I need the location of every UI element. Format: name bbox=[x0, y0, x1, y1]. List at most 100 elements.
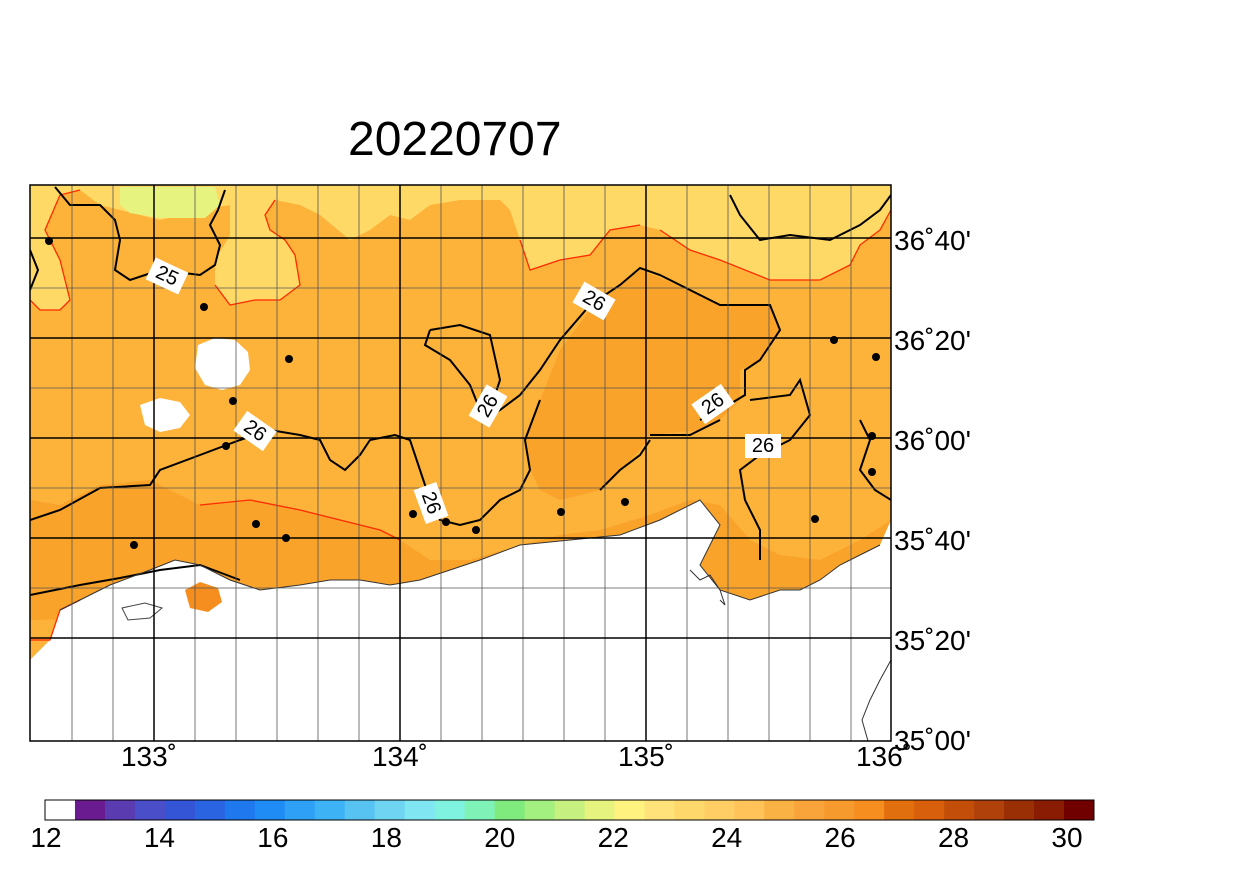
colorbar-swatch bbox=[794, 800, 825, 820]
station-marker bbox=[200, 303, 208, 311]
station-marker bbox=[45, 237, 53, 245]
coastline-peninsula bbox=[861, 659, 892, 742]
colorbar-tick-label: 30 bbox=[1051, 822, 1082, 853]
colorbar-tick-label: 22 bbox=[598, 822, 629, 853]
black-contour-6 bbox=[30, 399, 541, 527]
colorbar-tick-label: 28 bbox=[938, 822, 969, 853]
colorbar-swatch bbox=[524, 800, 556, 820]
colorbar-swatch bbox=[164, 800, 196, 820]
colorbar-swatch bbox=[45, 800, 76, 820]
colorbar-swatch bbox=[614, 800, 645, 820]
coastline-inlet bbox=[689, 569, 726, 606]
grid-major bbox=[30, 185, 891, 741]
coastline-main bbox=[59, 499, 881, 611]
black-contour-1 bbox=[54, 186, 226, 282]
station-marker bbox=[872, 353, 880, 361]
station-marker bbox=[229, 397, 237, 405]
station-marker bbox=[222, 442, 230, 450]
black-contour-8 bbox=[599, 439, 651, 491]
lat-label: 36˚20' bbox=[894, 325, 971, 356]
colorbar-swatch bbox=[974, 800, 1005, 820]
field-24-patch bbox=[120, 187, 220, 218]
colorbar-swatch bbox=[944, 800, 975, 820]
map-title: 20220707 bbox=[348, 113, 562, 166]
lat-label: 35˚00' bbox=[894, 725, 971, 756]
colorbar-swatch bbox=[464, 800, 496, 820]
colorbar-swatch bbox=[644, 800, 675, 820]
colorbar-swatch bbox=[134, 800, 166, 820]
colorbar-swatch bbox=[374, 800, 406, 820]
colorbar-swatch bbox=[764, 800, 795, 820]
latitude-labels: 36˚40' 36˚20' 36˚00' 35˚40' 35˚20' 35˚00… bbox=[894, 225, 971, 756]
black-contour-10 bbox=[858, 419, 891, 501]
station-marker bbox=[442, 518, 450, 526]
colorbar-swatch bbox=[74, 800, 106, 820]
colorbar bbox=[44, 799, 1095, 821]
red-contour-4 bbox=[659, 209, 891, 281]
colorbar-tick-label: 14 bbox=[144, 822, 175, 853]
colorbar-swatch bbox=[104, 800, 136, 820]
colorbar-tick-label: 24 bbox=[711, 822, 742, 853]
station-marker bbox=[130, 541, 138, 549]
station-marker bbox=[557, 508, 565, 516]
longitude-labels: 133˚ 134˚ 135˚ 136˚ bbox=[121, 741, 912, 772]
station-marker bbox=[285, 355, 293, 363]
plot-frame bbox=[29, 184, 892, 742]
colorbar-swatch bbox=[1034, 800, 1065, 820]
colorbar-labels: 12 14 16 18 20 22 24 26 28 30 bbox=[30, 822, 1082, 853]
stations bbox=[45, 237, 880, 549]
red-contour-3 bbox=[519, 224, 641, 271]
station-marker bbox=[868, 468, 876, 476]
island-white-2 bbox=[140, 398, 190, 432]
colorbar-tick-label: 16 bbox=[257, 822, 288, 853]
colorbar-swatch bbox=[734, 800, 765, 820]
contour-label-box: 26 bbox=[745, 434, 781, 458]
station-marker bbox=[621, 498, 629, 506]
colorbar-swatch bbox=[584, 800, 615, 820]
colorbar-swatch bbox=[884, 800, 915, 820]
colorbar-swatch bbox=[1064, 800, 1095, 820]
contour-label-box: 25 bbox=[145, 257, 189, 295]
station-marker bbox=[830, 336, 838, 344]
station-marker bbox=[868, 432, 876, 440]
red-contours bbox=[30, 189, 891, 641]
red-contour-2 bbox=[214, 199, 301, 306]
island-orange-2 bbox=[121, 602, 164, 621]
colorbar-swatch bbox=[914, 800, 945, 820]
lon-label: 135˚ bbox=[618, 741, 674, 772]
red-contour-6 bbox=[199, 499, 401, 541]
coastline bbox=[59, 499, 892, 742]
station-marker bbox=[472, 526, 480, 534]
lon-label: 136˚ bbox=[856, 741, 912, 772]
colorbar-swatch bbox=[344, 800, 376, 820]
field-26-region-east bbox=[525, 270, 780, 500]
field-25-region-north bbox=[30, 185, 891, 310]
colorbar-swatch bbox=[494, 800, 526, 820]
colorbar-tick-label: 20 bbox=[484, 822, 515, 853]
colorbar-swatch bbox=[554, 800, 585, 820]
station-marker bbox=[409, 510, 417, 518]
colorbar-swatch bbox=[674, 800, 705, 820]
black-contour-5 bbox=[423, 329, 481, 411]
colorbar-swatch bbox=[404, 800, 436, 820]
colorbar-tick-label: 26 bbox=[825, 822, 856, 853]
colorbar-swatch bbox=[704, 800, 735, 820]
colorbar-frame bbox=[44, 799, 1095, 821]
contour-label: 26 bbox=[752, 435, 774, 457]
colorbar-swatch bbox=[254, 800, 286, 820]
black-contour-3 bbox=[30, 249, 40, 291]
colorbar-swatch bbox=[1004, 800, 1035, 820]
colorbar-swatch bbox=[314, 800, 346, 820]
colorbar-tick-label: 12 bbox=[30, 822, 61, 853]
island-orange-1 bbox=[185, 582, 222, 612]
station-marker bbox=[282, 534, 290, 542]
colorbar-tick-label: 18 bbox=[371, 822, 402, 853]
colorbar-swatch bbox=[434, 800, 466, 820]
station-marker bbox=[811, 515, 819, 523]
lat-label: 35˚20' bbox=[894, 625, 971, 656]
lon-label: 133˚ bbox=[121, 741, 177, 772]
grid-minor bbox=[30, 185, 891, 741]
colorbar-swatch bbox=[854, 800, 885, 820]
lat-label: 35˚40' bbox=[894, 525, 971, 556]
